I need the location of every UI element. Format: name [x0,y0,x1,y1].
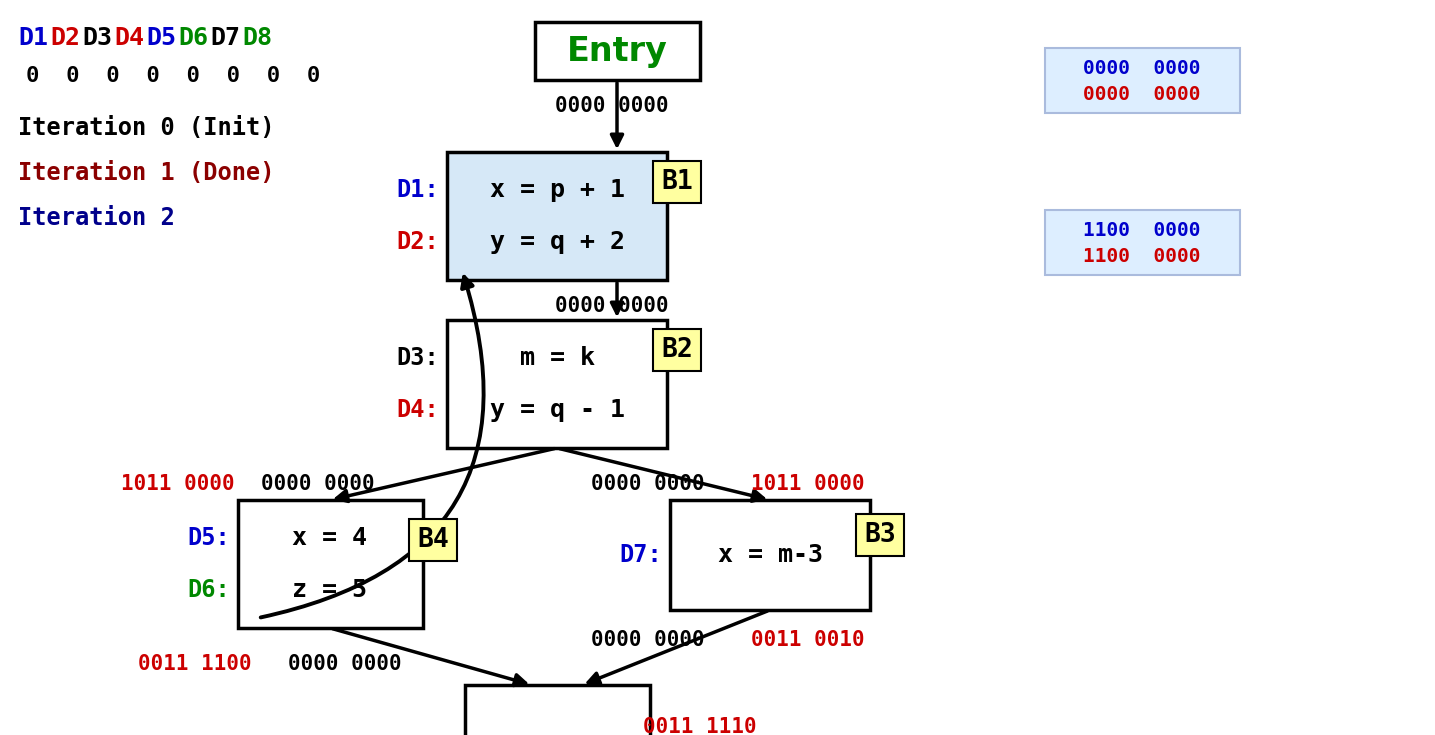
Text: z = 5: z = 5 [293,578,367,602]
Text: D2: D2 [50,26,80,50]
Text: 1100  0000: 1100 0000 [1083,246,1201,265]
Text: D6: D6 [178,26,208,50]
FancyBboxPatch shape [446,320,667,448]
Text: 0  0  0  0  0  0  0  0: 0 0 0 0 0 0 0 0 [26,66,320,86]
Text: 0011 1110: 0011 1110 [643,717,756,735]
Text: 0000 0000: 0000 0000 [555,296,669,316]
Text: B3: B3 [864,522,895,548]
Text: Iteration 2: Iteration 2 [19,206,175,230]
FancyBboxPatch shape [446,152,667,280]
Text: y = q - 1: y = q - 1 [489,398,624,422]
FancyBboxPatch shape [465,685,650,735]
FancyBboxPatch shape [238,500,423,628]
FancyBboxPatch shape [535,22,700,80]
Text: 1100  0000: 1100 0000 [1083,220,1201,240]
Text: 0011 1100: 0011 1100 [138,654,251,674]
FancyBboxPatch shape [1045,48,1240,113]
Text: x = p + 1: x = p + 1 [489,178,624,202]
Text: B1: B1 [662,169,693,195]
Text: D7: D7 [210,26,240,50]
Text: D5: D5 [146,26,177,50]
Text: 0000 0000: 0000 0000 [555,96,669,116]
Text: 0000 0000: 0000 0000 [288,654,402,674]
Text: B4: B4 [418,527,449,553]
Text: D7:: D7: [620,543,662,567]
Text: D8: D8 [243,26,273,50]
Text: y = q + 2: y = q + 2 [489,230,624,254]
FancyBboxPatch shape [1045,210,1240,275]
Text: m = k: m = k [519,346,594,370]
Text: Iteration 0 (Init): Iteration 0 (Init) [19,116,274,140]
Text: D1: D1 [19,26,47,50]
Text: 0011 0010: 0011 0010 [751,630,865,650]
Text: D3: D3 [82,26,112,50]
Text: D3:: D3: [396,346,439,370]
Text: D6:: D6: [187,578,230,602]
Text: 0000  0000: 0000 0000 [1083,85,1201,104]
Text: 0000  0000: 0000 0000 [1083,59,1201,77]
Text: D4:: D4: [396,398,439,422]
FancyBboxPatch shape [670,500,870,610]
Text: 1011 0000: 1011 0000 [121,474,235,494]
Text: 0000 0000: 0000 0000 [261,474,375,494]
Text: x = m-3: x = m-3 [718,543,822,567]
Text: B2: B2 [662,337,693,363]
Text: Iteration 1 (Done): Iteration 1 (Done) [19,161,274,185]
Text: D2:: D2: [396,230,439,254]
Text: 1011 0000: 1011 0000 [751,474,865,494]
Text: Entry: Entry [567,35,667,68]
Text: 0000 0000: 0000 0000 [591,474,705,494]
Text: D5:: D5: [187,526,230,550]
Text: D1:: D1: [396,178,439,202]
Text: D4: D4 [113,26,144,50]
Text: 0000 0000: 0000 0000 [591,630,705,650]
Text: x = 4: x = 4 [293,526,367,550]
